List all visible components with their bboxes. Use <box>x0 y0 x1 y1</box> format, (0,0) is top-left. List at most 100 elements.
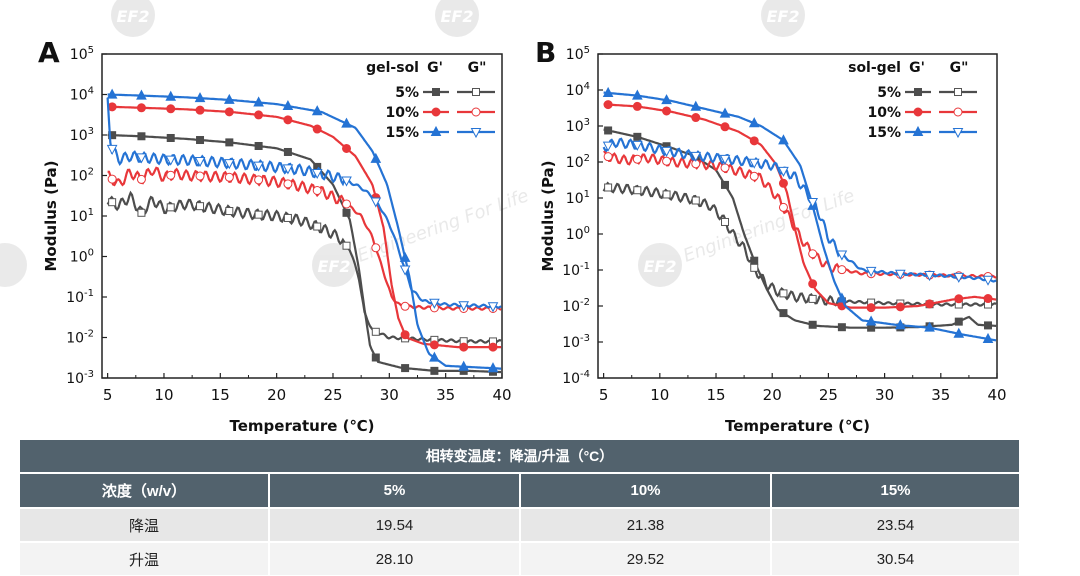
data-point <box>719 107 731 118</box>
charts-canvas: EF2 EF2 EF2 EF2 EF2 Engineering For Life… <box>0 0 1007 435</box>
legend-col-gprime: G' <box>427 60 443 76</box>
data-point <box>982 275 994 286</box>
data-point <box>604 126 613 135</box>
data-point <box>342 208 351 217</box>
data-point <box>632 101 642 111</box>
x-tick-label: 35 <box>931 386 950 404</box>
y-tick-label: 100 <box>70 248 94 266</box>
data-point <box>602 86 614 97</box>
y-tick-label: 101 <box>70 207 94 225</box>
table-cell: 30.54 <box>770 541 1019 575</box>
data-point <box>808 320 817 329</box>
data-point <box>311 105 323 116</box>
y-tick-label: 10-4 <box>562 369 590 387</box>
data-point <box>778 202 788 212</box>
legend-title: sol-gel <box>848 60 901 76</box>
data-point <box>808 249 818 259</box>
legend-entry: 10% <box>385 105 419 121</box>
data-point <box>837 323 846 332</box>
watermark-logo: EF2 <box>318 257 351 276</box>
data-point <box>166 170 176 180</box>
y-axis-label: Modulus (Pa) <box>42 160 60 271</box>
table-cell: 29.52 <box>519 541 771 575</box>
table-header-row: 浓度（w/v） 5% 10% 15% <box>20 472 1019 508</box>
data-point <box>808 279 818 289</box>
data-point <box>283 213 292 222</box>
legend-entry: 5% <box>877 85 901 101</box>
header-concentration: 浓度（w/v） <box>20 472 269 508</box>
data-point <box>603 100 613 110</box>
data-point <box>341 117 352 128</box>
data-point <box>399 251 411 262</box>
header-15pct: 15% <box>770 472 1019 508</box>
data-point <box>283 147 292 156</box>
data-point <box>283 179 293 189</box>
data-point <box>984 321 993 330</box>
data-point <box>458 301 470 312</box>
data-point <box>662 106 672 116</box>
table-cell: 19.54 <box>268 507 520 542</box>
data-point <box>225 207 234 216</box>
data-point <box>953 272 965 283</box>
data-point <box>313 222 322 231</box>
x-axis-label: Temperature (℃) <box>230 417 375 435</box>
data-point <box>924 321 935 332</box>
data-point <box>341 176 352 187</box>
data-point <box>748 158 760 169</box>
data-point <box>106 144 118 156</box>
data-point <box>778 134 789 145</box>
data-point <box>953 327 965 338</box>
data-point <box>720 163 730 173</box>
watermark-logo: EF2 <box>441 7 474 26</box>
data-point <box>895 319 906 330</box>
data-point <box>690 100 702 111</box>
data-point <box>895 302 905 312</box>
data-point <box>312 185 322 195</box>
watermark-logo: EF2 <box>644 257 677 276</box>
transition-temperature-table: 相转变温度：降温/升温（°C） 浓度（w/v） 5% 10% 15% 降温 19… <box>20 440 1019 575</box>
data-point <box>254 210 263 219</box>
data-point <box>750 263 759 272</box>
panel-label: B <box>535 36 556 69</box>
panel-b: 5 10 15 20 25 30 35 40 105 104 103 102 101 100 10-1 10-… <box>535 36 1007 435</box>
data-point <box>370 152 382 163</box>
data-point <box>836 292 848 303</box>
data-point <box>136 103 146 113</box>
data-point <box>691 113 701 123</box>
data-point <box>223 93 235 104</box>
data-point <box>136 153 147 164</box>
data-point <box>719 154 731 165</box>
data-point <box>196 136 205 145</box>
table-title: 相转变温度：降温/升温（°C） <box>20 440 1019 473</box>
data-point <box>107 174 117 184</box>
watermark-logo: EF2 <box>767 7 800 26</box>
data-point <box>662 190 671 199</box>
data-point <box>865 266 877 277</box>
data-point <box>895 269 906 280</box>
data-point <box>225 138 234 147</box>
data-point <box>837 265 847 275</box>
data-point <box>253 96 264 107</box>
watermark-logo: EF2 <box>117 7 150 26</box>
table-row: 升温 28.10 29.52 30.54 <box>20 541 1019 575</box>
y-axis-label: Modulus (Pa) <box>539 160 557 271</box>
data-point <box>661 146 672 157</box>
data-point <box>106 88 118 99</box>
data-point <box>136 174 146 184</box>
data-point <box>952 128 964 139</box>
data-point <box>166 203 175 212</box>
legend-col-gprime: G' <box>909 60 925 76</box>
data-point <box>253 161 264 172</box>
x-tick-label: 5 <box>103 386 113 404</box>
row-label-cooling: 降温 <box>20 507 269 542</box>
data-point <box>779 289 788 298</box>
data-point <box>778 178 788 188</box>
x-axis-label: Temperature (℃) <box>725 417 870 435</box>
watermark-text: Engineering For Life <box>681 185 858 267</box>
x-tick-label: 25 <box>819 386 838 404</box>
series-line-15%-gpp <box>106 97 502 309</box>
data-point <box>749 171 759 181</box>
x-tick-label: 15 <box>706 386 725 404</box>
data-point <box>430 366 439 375</box>
data-point <box>471 107 481 117</box>
